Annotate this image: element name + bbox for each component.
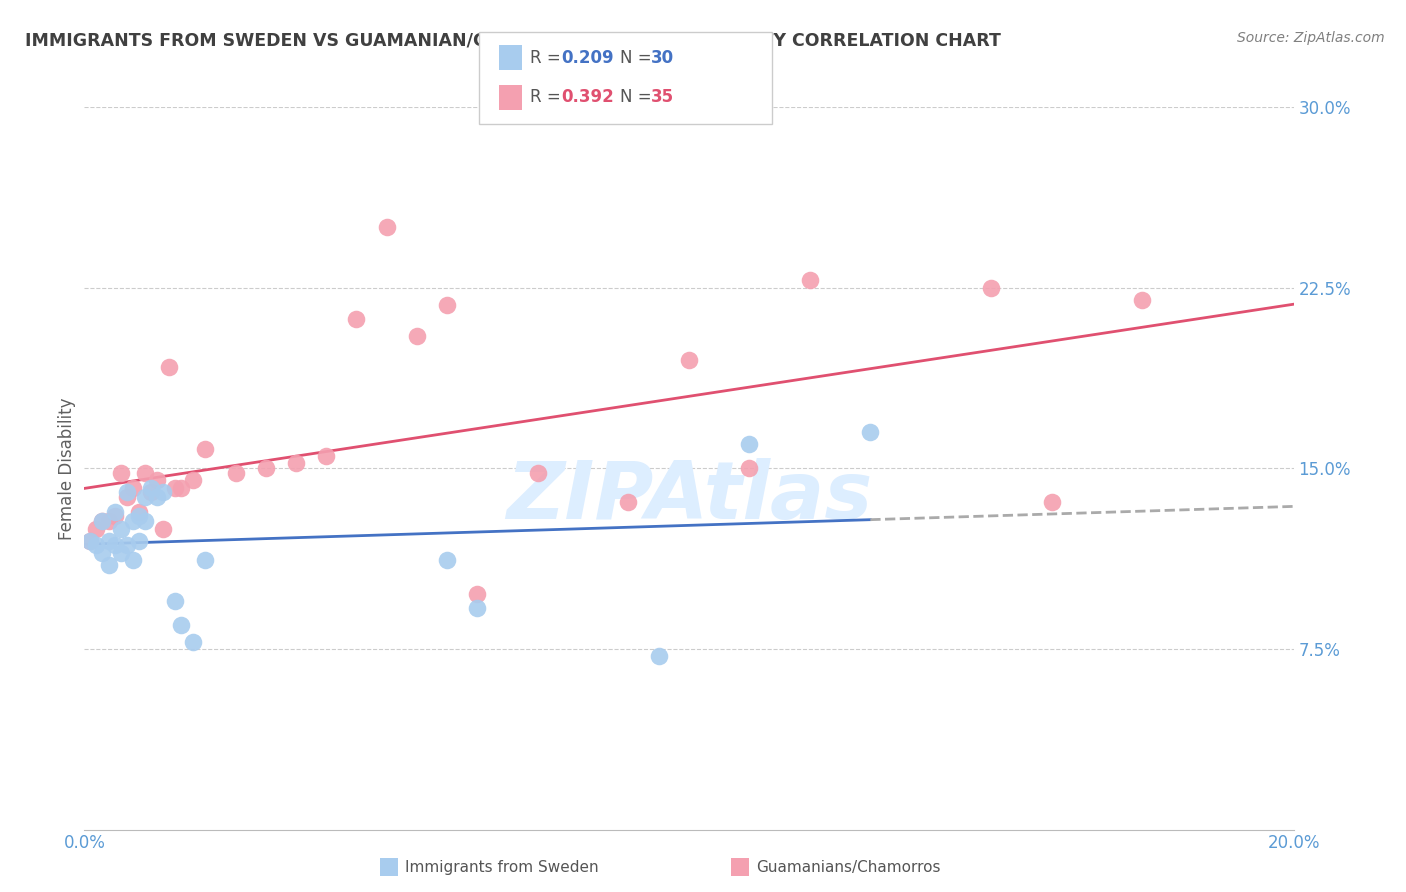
Point (181, 473, 204, 487)
Point (254, 461, 277, 475)
Text: R =: R = (530, 49, 567, 67)
Point (1040, 495, 1063, 509)
Text: IMMIGRANTS FROM SWEDEN VS GUAMANIAN/CHAMORRO FEMALE DISABILITY CORRELATION CHART: IMMIGRANTS FROM SWEDEN VS GUAMANIAN/CHAM… (25, 31, 1001, 49)
Point (146, 473, 169, 487)
Point (91, 514, 114, 528)
Point (738, 437, 761, 451)
Point (79, 533, 101, 548)
Point (467, 601, 489, 615)
Point (225, 466, 247, 480)
Text: N =: N = (620, 88, 657, 106)
Point (1130, 293, 1153, 307)
Point (170, 617, 193, 632)
Point (128, 533, 150, 548)
Point (115, 485, 138, 500)
Point (128, 509, 150, 524)
Point (165, 481, 187, 495)
Point (436, 553, 458, 567)
Point (980, 280, 1002, 294)
Point (859, 425, 882, 439)
Point (79, 533, 101, 548)
Point (97, 514, 120, 528)
Point (194, 553, 217, 567)
Point (648, 649, 671, 664)
Point (86, 521, 108, 535)
Point (121, 481, 143, 495)
Text: N =: N = (620, 49, 657, 67)
Point (134, 466, 156, 480)
Point (139, 485, 162, 500)
Point (91, 545, 114, 560)
Point (617, 495, 640, 509)
Point (134, 514, 156, 528)
Point (91, 514, 114, 528)
Point (165, 594, 187, 608)
Point (527, 466, 550, 480)
Y-axis label: Female Disability: Female Disability (58, 397, 76, 540)
Point (104, 509, 127, 524)
Text: 30: 30 (651, 49, 673, 67)
Point (315, 450, 337, 464)
Text: R =: R = (530, 88, 567, 106)
Point (170, 481, 193, 495)
Point (285, 457, 308, 471)
Point (146, 490, 169, 504)
Text: Guamanians/Chamorros: Guamanians/Chamorros (756, 860, 941, 874)
Point (738, 461, 761, 475)
Point (678, 352, 700, 367)
Point (346, 312, 368, 326)
Point (436, 297, 458, 311)
Point (115, 538, 138, 552)
Point (110, 466, 132, 480)
Point (86, 538, 108, 552)
Point (128, 505, 150, 519)
Point (121, 514, 143, 528)
Text: ZIPAtlas: ZIPAtlas (506, 458, 872, 536)
Text: 35: 35 (651, 88, 673, 106)
Text: 0.392: 0.392 (561, 88, 614, 106)
Point (134, 490, 156, 504)
Point (115, 490, 138, 504)
Text: 0.209: 0.209 (561, 49, 613, 67)
Point (152, 521, 174, 535)
Point (110, 545, 132, 560)
Point (181, 634, 204, 648)
Point (97, 533, 120, 548)
Point (104, 538, 127, 552)
Point (799, 273, 821, 287)
Text: Source: ZipAtlas.com: Source: ZipAtlas.com (1237, 31, 1385, 45)
Point (152, 485, 174, 500)
Point (157, 360, 180, 375)
Point (194, 442, 217, 456)
Point (104, 505, 127, 519)
Point (121, 553, 143, 567)
Point (110, 521, 132, 535)
Point (467, 586, 489, 600)
Point (406, 328, 429, 343)
Point (97, 558, 120, 572)
Point (139, 481, 162, 495)
Point (375, 220, 398, 235)
Text: Immigrants from Sweden: Immigrants from Sweden (405, 860, 599, 874)
